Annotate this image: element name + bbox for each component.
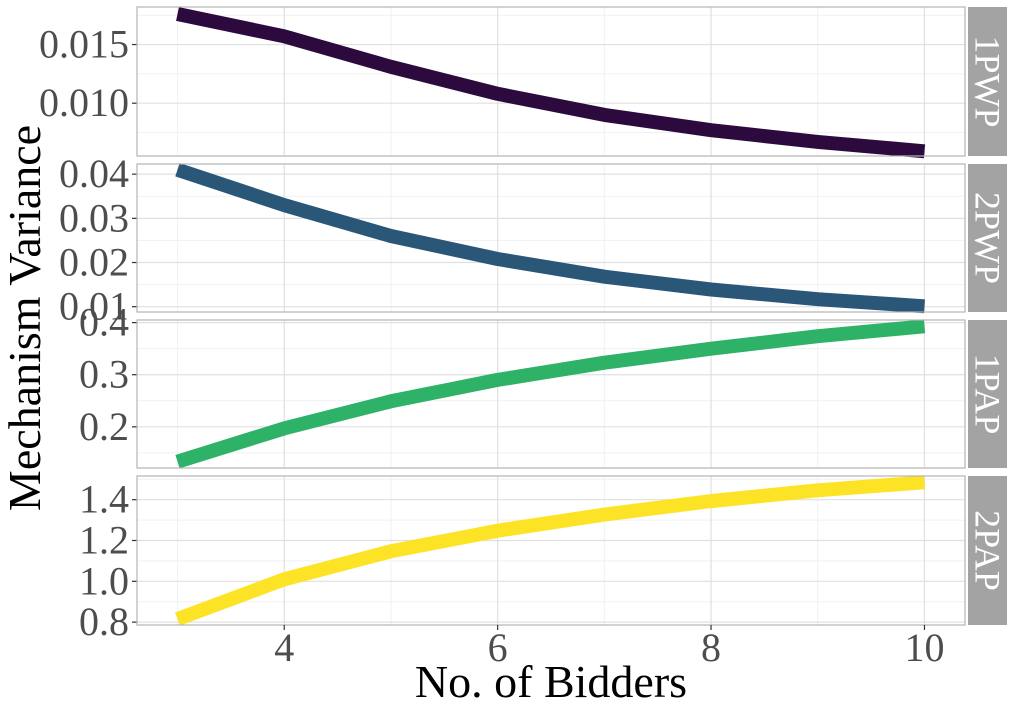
panel-background [137, 320, 965, 468]
x-axis: 4 6 8 10 [274, 625, 944, 670]
y-tick-label: 0.2 [79, 404, 129, 449]
panel-1pwp: 0.010 0.015 1PWP [39, 6, 1008, 159]
x-tick-label: 4 [274, 625, 294, 670]
panel-2pwp: 0.010.020.030.04 2PWP [59, 151, 1008, 329]
panel-border [136, 475, 966, 626]
facet-strip [968, 164, 1007, 312]
y-tick-label: 0.015 [39, 22, 129, 67]
y-tick-label: 1.4 [79, 477, 129, 522]
y-tick-label: 1.0 [79, 558, 129, 603]
facet-strip-label: 1PWP [968, 35, 1008, 127]
y-tick-label: 0.4 [79, 300, 129, 345]
y-tick-label: 0.03 [59, 195, 129, 240]
facet-strip-label: 2PWP [968, 192, 1008, 284]
facet-strip-label: 1PAP [968, 354, 1008, 435]
x-axis-title: No. of Bidders [415, 656, 687, 706]
panel-border [136, 6, 966, 157]
panel-background [137, 164, 965, 312]
x-tick-label: 6 [488, 625, 508, 670]
facet-strip-label: 2PAP [968, 510, 1008, 591]
facet-strip [968, 7, 1007, 156]
panel-background [137, 476, 965, 625]
panel-border [136, 163, 966, 313]
x-tick-label: 10 [904, 625, 944, 670]
series-line-2pap [175, 475, 926, 626]
x-tick-label: 8 [701, 625, 721, 670]
y-tick-label: 0.02 [59, 240, 129, 285]
panel-border [136, 319, 966, 469]
series-line-1pap [175, 319, 926, 469]
panel-2pap: 0.81.01.21.4 2PAP [79, 475, 1008, 644]
series-line-1pwp [176, 7, 926, 159]
series-line-2pwp [175, 163, 925, 314]
panel-1pap: 0.2 0.3 0.4 1PAP [79, 300, 1008, 469]
facet-strip [968, 320, 1007, 468]
y-tick-label: 0.8 [79, 599, 129, 644]
y-tick-label: 0.04 [59, 151, 129, 196]
y-tick-label: 0.01 [59, 284, 129, 329]
y-axis-title: Mechanism Variance [0, 125, 50, 511]
y-tick-label: 1.2 [79, 517, 129, 562]
chart-panels: 0.010 0.015 1PWP 0.010.020.030.04 2PWP 0.2 0.3… [39, 6, 1008, 644]
y-tick-label: 0.3 [79, 352, 129, 397]
y-tick-label: 0.010 [39, 80, 129, 125]
facet-strip [968, 476, 1007, 625]
